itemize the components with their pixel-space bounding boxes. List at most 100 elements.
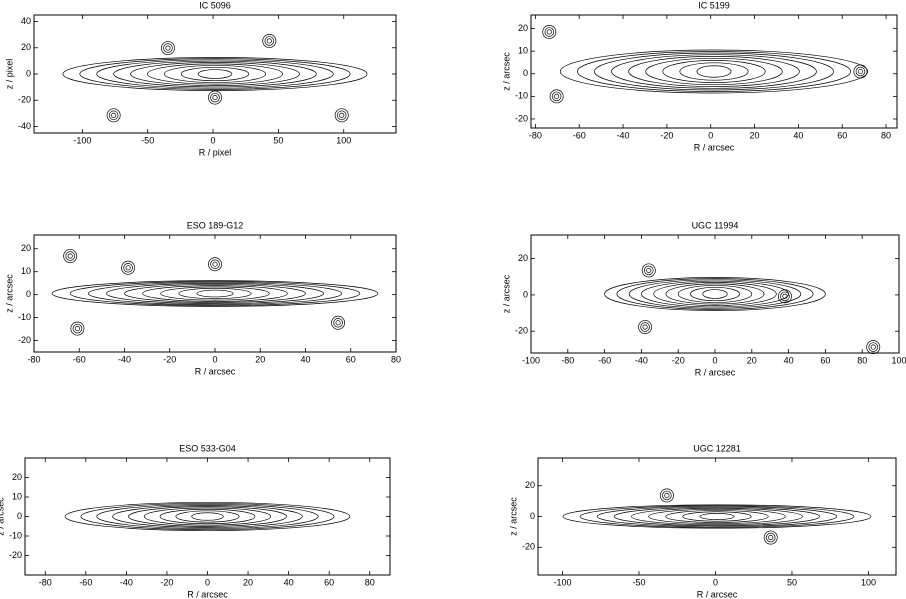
contour [264, 36, 275, 46]
contour [644, 265, 654, 276]
contour [106, 108, 121, 123]
x-tick-label: 50 [787, 577, 797, 587]
contour [80, 503, 335, 530]
y-axis-label: z / arcsec [4, 274, 14, 313]
x-tick-label: -50 [632, 577, 645, 587]
contour-plot [562, 488, 872, 545]
x-tick-label: -60 [598, 355, 611, 365]
contour-plot [51, 249, 379, 336]
contour [679, 62, 749, 81]
y-tick-label: 20 [21, 42, 31, 52]
contour [51, 280, 379, 307]
y-axis-label: z / pixel [4, 59, 14, 90]
x-tick-label: -80 [529, 130, 542, 140]
contour [108, 110, 119, 121]
x-tick-label: -20 [160, 577, 173, 587]
contour [178, 287, 252, 300]
x-tick-label: -100 [553, 577, 571, 587]
y-tick-label: 20 [21, 243, 31, 253]
y-tick-label: 10 [21, 266, 31, 276]
contour [339, 112, 345, 118]
y-tick-label: 20 [12, 472, 22, 482]
contour [645, 57, 783, 86]
y-tick-label: -20 [18, 335, 31, 345]
contour [208, 257, 222, 272]
contour [664, 492, 670, 498]
y-tick-label: 10 [12, 491, 22, 501]
contour [266, 38, 272, 44]
contour [212, 95, 218, 101]
contour [175, 510, 240, 523]
y-tick-label: -40 [18, 121, 31, 131]
contour [63, 249, 78, 264]
x-tick-label: 0 [708, 130, 713, 140]
contour [142, 285, 288, 302]
contour [696, 65, 732, 78]
x-tick-label: 50 [273, 135, 283, 145]
contour [336, 110, 347, 121]
contour [763, 530, 778, 545]
contour [160, 41, 175, 55]
x-tick-label: 80 [881, 130, 891, 140]
x-tick-label: 80 [365, 577, 375, 587]
x-tick-label: -20 [672, 355, 685, 365]
contour-plot [64, 502, 351, 531]
x-axis-label: R / arcsec [695, 367, 736, 377]
contour [628, 56, 800, 87]
axes-frame [537, 457, 897, 576]
contour [163, 43, 173, 53]
contour [160, 286, 270, 301]
contour [577, 51, 851, 92]
x-tick-label: 100 [336, 135, 351, 145]
y-tick-label: 0 [26, 68, 31, 78]
contour-plot [62, 34, 368, 123]
contour [866, 340, 881, 355]
x-tick-label: -60 [79, 577, 92, 587]
contour [106, 283, 324, 304]
panel-title: UGC 12281 [693, 443, 741, 453]
contour [79, 58, 351, 90]
contour [682, 511, 752, 522]
x-tick-label: 0 [212, 354, 217, 364]
x-tick-label: -40 [617, 130, 630, 140]
contour [196, 289, 234, 298]
x-axis-label: R / arcsec [187, 589, 228, 599]
contour [546, 29, 552, 35]
x-tick-label: -50 [141, 135, 154, 145]
contour [870, 344, 876, 350]
contour [111, 112, 117, 118]
contour [777, 289, 792, 304]
x-axis-label: R / pixel [199, 147, 232, 157]
contour [334, 108, 349, 123]
x-tick-label: -80 [561, 355, 574, 365]
contour [333, 318, 343, 328]
x-tick-label: 40 [300, 354, 310, 364]
y-tick-label: 0 [530, 511, 535, 521]
x-tick-label: -60 [573, 130, 586, 140]
contour [559, 49, 869, 94]
x-tick-label: 60 [820, 355, 830, 365]
panel-title: IC 5096 [199, 0, 231, 10]
contour [662, 60, 766, 83]
panel-title: ESO 533-G04 [179, 443, 236, 453]
contour [125, 265, 131, 271]
contour [70, 321, 85, 336]
y-tick-label: -10 [18, 312, 31, 322]
x-tick-label: -40 [635, 355, 648, 365]
x-tick-label: 20 [243, 577, 253, 587]
contour [262, 34, 277, 48]
contour [628, 279, 802, 309]
contour [159, 508, 256, 525]
x-tick-label: 0 [712, 355, 717, 365]
contour [853, 64, 868, 79]
x-tick-label: 0 [713, 577, 718, 587]
contour [611, 54, 817, 89]
y-tick-label: -10 [9, 530, 22, 540]
contour [544, 27, 555, 37]
contour [768, 535, 774, 541]
contour [641, 263, 656, 278]
contour [665, 283, 765, 305]
contour [579, 505, 855, 528]
x-tick-label: 60 [837, 130, 847, 140]
contour [614, 506, 820, 527]
